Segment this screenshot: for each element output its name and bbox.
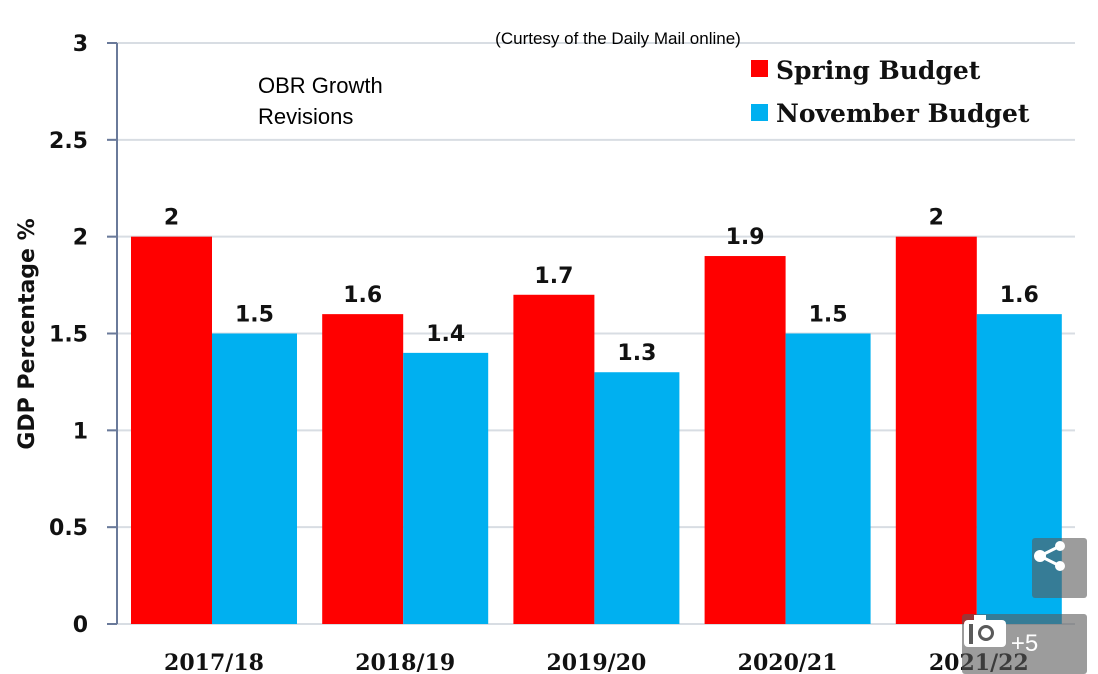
data-label: 1.9 bbox=[726, 225, 765, 250]
y-axis-label: GDP Percentage % bbox=[15, 218, 40, 449]
legend-swatch-november bbox=[751, 104, 768, 121]
bar-november-2017-18 bbox=[212, 333, 297, 624]
legend-label-spring: Spring Budget bbox=[776, 56, 981, 85]
bar-november-2018-19 bbox=[403, 352, 489, 624]
chart-title-line-2: Revisions bbox=[258, 104, 353, 129]
x-tick-label: 2018/19 bbox=[355, 650, 455, 674]
y-tick-label: 1.5 bbox=[49, 323, 88, 348]
data-label: 2 bbox=[164, 206, 179, 231]
legend-label-november: November Budget bbox=[776, 99, 1030, 128]
data-label: 1.6 bbox=[1000, 283, 1039, 308]
gallery-button[interactable]: +5 bbox=[962, 614, 1087, 674]
bar-spring-2021-22 bbox=[895, 236, 977, 624]
data-label: 1.4 bbox=[426, 322, 465, 347]
x-tick-label: 2017/18 bbox=[164, 650, 264, 674]
y-tick-label: 0 bbox=[73, 613, 88, 638]
bar-spring-2020-21 bbox=[704, 256, 786, 624]
y-tick-label: 0.5 bbox=[49, 516, 88, 541]
legend-swatch-spring bbox=[751, 60, 768, 77]
camera-icon bbox=[964, 615, 1006, 647]
y-tick-label: 2.5 bbox=[49, 129, 88, 154]
share-icon bbox=[1034, 541, 1065, 571]
data-label: 1.3 bbox=[617, 341, 656, 366]
data-label: 2 bbox=[929, 206, 944, 231]
bar-spring-2019-20 bbox=[513, 294, 595, 624]
bar-spring-2017-18 bbox=[131, 236, 212, 624]
data-label: 1.6 bbox=[343, 283, 382, 308]
chart-credit: (Curtesy of the Daily Mail online) bbox=[495, 29, 741, 48]
bars: 2 1.5 2017/18 1.6 1.4 2018/19 1.7 1.3 2019/20 1.9… bbox=[131, 206, 1062, 674]
bar-spring-2018-19 bbox=[322, 314, 404, 624]
bar-november-2020-21 bbox=[785, 333, 871, 624]
x-tick-label: 2020/21 bbox=[738, 650, 838, 674]
data-label: 1.7 bbox=[534, 264, 573, 289]
x-tick-label: 2019/20 bbox=[546, 650, 646, 674]
gallery-count: +5 bbox=[1010, 630, 1039, 657]
y-tick-label: 3 bbox=[73, 32, 88, 57]
y-tick-label: 1 bbox=[73, 419, 88, 444]
bar-november-2019-20 bbox=[594, 372, 680, 624]
share-button[interactable] bbox=[1032, 538, 1087, 598]
chart-title-line-1: OBR Growth bbox=[258, 73, 383, 98]
data-label: 1.5 bbox=[235, 303, 274, 328]
data-label: 1.5 bbox=[809, 303, 848, 328]
y-tick-label: 2 bbox=[73, 226, 88, 251]
